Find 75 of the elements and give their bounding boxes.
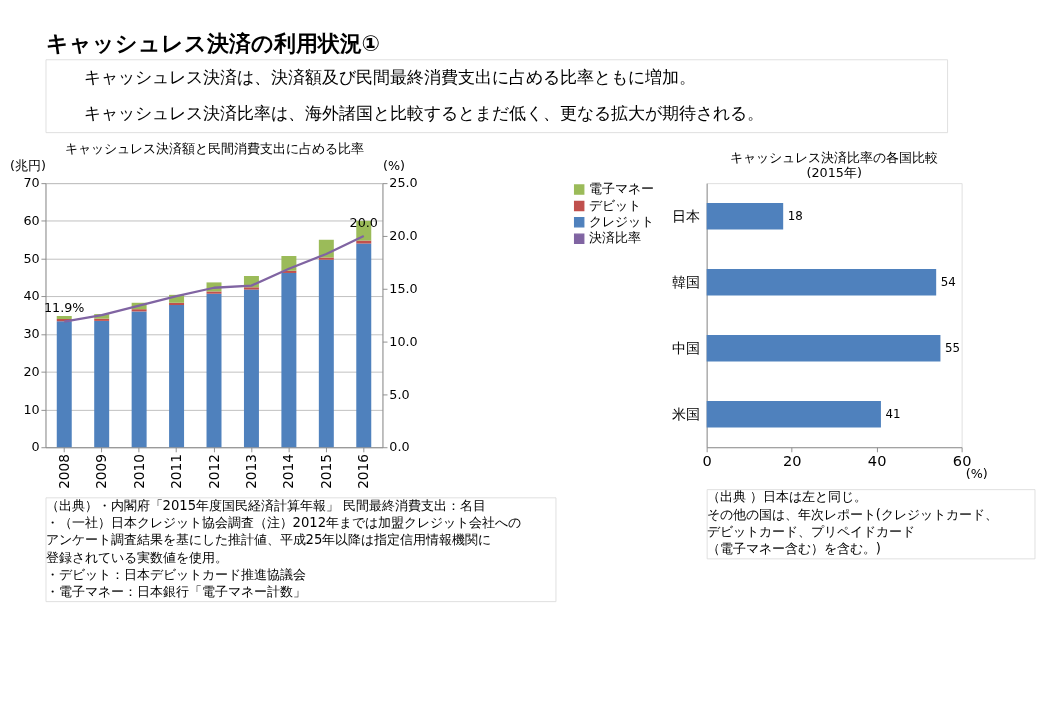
data-label: 20.0 xyxy=(349,214,378,230)
data-label: 18 xyxy=(787,208,803,223)
bar xyxy=(281,272,297,448)
y2-tick-label: 25.0 xyxy=(389,175,418,191)
x-tick-label: 2016 xyxy=(355,454,372,489)
text: ・デビット：日本デビットカード推進協議会 xyxy=(45,566,306,582)
x-tick-label: 2014 xyxy=(280,454,297,489)
bar xyxy=(356,240,372,244)
bar xyxy=(169,305,185,448)
y-tick-label: 韓国 xyxy=(671,273,700,290)
y-tick-label: 中国 xyxy=(671,339,700,356)
data-label: 55 xyxy=(944,340,961,355)
text: その他の国は、年次レポート(クレジットカード、 xyxy=(706,506,998,522)
x-tick-label: 2013 xyxy=(243,454,259,489)
x-tick-label: 2008 xyxy=(55,454,72,489)
bar xyxy=(206,293,222,448)
chart-title: キャッシュレス決済額と民間消費支出に占める比率 xyxy=(64,141,364,157)
bar xyxy=(318,257,334,260)
y-axis-title: (兆円) xyxy=(10,157,46,173)
x-tick-label: 2010 xyxy=(130,454,147,489)
y2-tick-label: 10.0 xyxy=(389,333,418,349)
bar xyxy=(243,289,259,448)
y2-tick-label: 20.0 xyxy=(389,228,418,244)
bar xyxy=(706,401,881,428)
text: キャッシュレス決済は、決済額及び民間最終消費支出に占める比率ともに増加。 xyxy=(83,67,696,87)
y2-tick-label: 15.0 xyxy=(389,280,418,296)
bar xyxy=(706,335,941,362)
text: アンケート調査結果を基にした推計値、平成25年以降は指定信用情報機関に xyxy=(45,532,492,548)
y-tick-label: 米国 xyxy=(671,405,700,422)
y-tick-label: 30 xyxy=(23,326,40,342)
legend-label: 決済比率 xyxy=(589,230,642,246)
text: ・（一社）日本クレジット協会調査（注）2012年までは加盟クレジット会社への xyxy=(45,514,522,530)
x-tick-label: 0 xyxy=(702,451,712,469)
y-tick-label: 10 xyxy=(23,401,40,417)
y2-axis-title: (%) xyxy=(382,157,405,173)
y-tick-label: 50 xyxy=(23,250,40,266)
text: キャッシュレス決済の利用状況① xyxy=(45,31,381,57)
y2-tick-label: 5.0 xyxy=(389,386,410,402)
text: （出典 ）日本は左と同じ。 xyxy=(706,489,867,505)
text: キャッシュレス決済比率は、海外諸国と比較するとまだ低く、更なる拡大が期待される。 xyxy=(83,103,764,124)
text: ・電子マネー：日本銀行「電子マネー計数」 xyxy=(45,584,306,600)
bar xyxy=(56,321,72,448)
bar xyxy=(318,259,334,448)
bar xyxy=(94,320,110,448)
bar xyxy=(243,287,259,290)
legend-label: デビット xyxy=(589,197,642,213)
bar xyxy=(131,311,147,448)
legend-label: 電子マネー xyxy=(589,181,655,197)
bar xyxy=(706,269,937,296)
chart-title: キャッシュレス決済比率の各国比較 (2015年) xyxy=(730,150,939,180)
y-tick-label: 0 xyxy=(31,439,40,455)
text: デビットカード、プリペイドカード xyxy=(706,524,915,540)
bar xyxy=(706,202,784,230)
x-tick-label: 2009 xyxy=(93,454,110,489)
x-tick-label: 2015 xyxy=(317,454,334,489)
bar xyxy=(206,291,222,294)
text: （電子マネー含む）を含む。) xyxy=(706,541,881,557)
bar xyxy=(56,315,72,319)
data-label: 11.9% xyxy=(44,300,85,316)
x-tick-label: 2011 xyxy=(168,454,185,489)
y-tick-label: 40 xyxy=(23,288,40,304)
x-tick-label: 40 xyxy=(867,451,887,469)
legend-label: クレジット xyxy=(589,213,655,229)
data-label: 54 xyxy=(940,274,956,289)
data-label: 41 xyxy=(885,406,901,421)
y-tick-label: 20 xyxy=(23,363,40,379)
y2-tick-label: 0.0 xyxy=(389,439,410,455)
bar xyxy=(356,243,372,448)
text: 登録されている実数値を使用。 xyxy=(45,549,228,565)
y-tick-label: 70 xyxy=(23,175,40,191)
x-tick-label: 20 xyxy=(782,451,802,469)
y-tick-label: 日本 xyxy=(671,207,700,224)
text: （出典）・内閣府「2015年度国民経済計算年報」 民間最終消費支出：名目 xyxy=(45,497,487,513)
x-tick-label: 2012 xyxy=(205,454,222,489)
y-tick-label: 60 xyxy=(23,213,40,228)
